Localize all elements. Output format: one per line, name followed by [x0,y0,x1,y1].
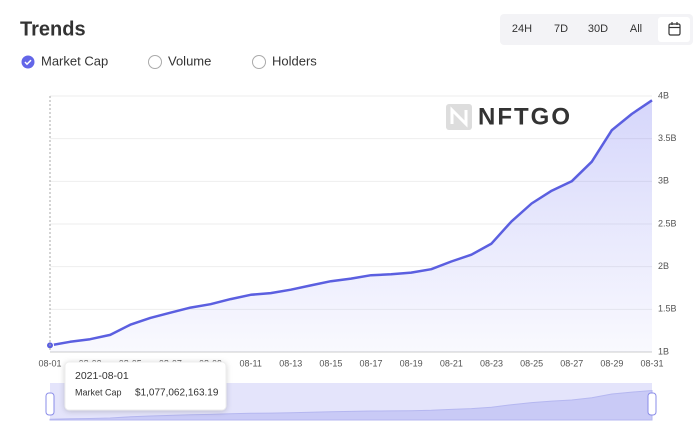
x-tick-label: 08-21 [440,358,463,368]
x-tick-label: 08-31 [640,358,663,368]
x-tick-label: 08-27 [560,358,583,368]
metric-radio[interactable]: Market Cap [21,53,109,69]
watermark: NFTGO [446,103,572,130]
y-tick-label: 3.5B [658,133,677,143]
x-tick-label: 08-25 [520,358,543,368]
metric-radio[interactable]: Volume [148,53,212,69]
range-button[interactable]: 7D [554,23,568,35]
area [50,100,652,352]
range-button[interactable]: All [630,23,642,35]
radio-check [24,59,32,66]
watermark-text: NFTGO [478,103,572,130]
tooltip: 2021-08-01 Market Cap $1,077,062,163.19 [64,361,227,411]
y-tick-label: 3B [658,176,669,186]
tooltip-date: 2021-08-01 [75,370,129,382]
tooltip-series: Market Cap [75,387,122,397]
x-tick-label: 08-13 [279,358,302,368]
y-tick-label: 1B [658,346,669,356]
x-tick-label: 08-17 [360,358,383,368]
x-tick-label: 08-15 [319,358,342,368]
radio-checked [21,55,35,69]
y-tick-label: 1.5B [658,304,677,314]
x-tick-label: 08-19 [400,358,423,368]
metric-label: Holders [272,53,317,68]
y-tick-label: 2B [658,261,669,271]
tooltip-box [64,361,227,411]
x-tick-label: 08-01 [38,358,61,368]
line [49,99,653,347]
page-title: Trends [20,18,86,40]
range-group [500,14,693,45]
overview-area [49,389,653,421]
y-tick-label: 4B [658,90,669,100]
y-tick-label: 2.5B [658,218,677,228]
x-tick-label: 08-23 [480,358,503,368]
tooltip-value: $1,077,062,163.19 [135,388,219,399]
calendar-button[interactable] [658,17,690,42]
calendar-icon [668,22,681,36]
range-button[interactable]: 24H [512,23,532,35]
range-button[interactable]: 30D [588,23,608,35]
x-tick-label: 08-11 [239,358,261,368]
radio [148,55,162,69]
metric-radio[interactable]: Holders [252,53,318,69]
radio [252,55,266,69]
metric-label: Volume [168,53,211,68]
slider-handle[interactable] [647,392,657,416]
slider-handle[interactable] [45,392,55,416]
x-tick-label: 08-29 [600,358,623,368]
metric-label: Market Cap [41,53,108,68]
